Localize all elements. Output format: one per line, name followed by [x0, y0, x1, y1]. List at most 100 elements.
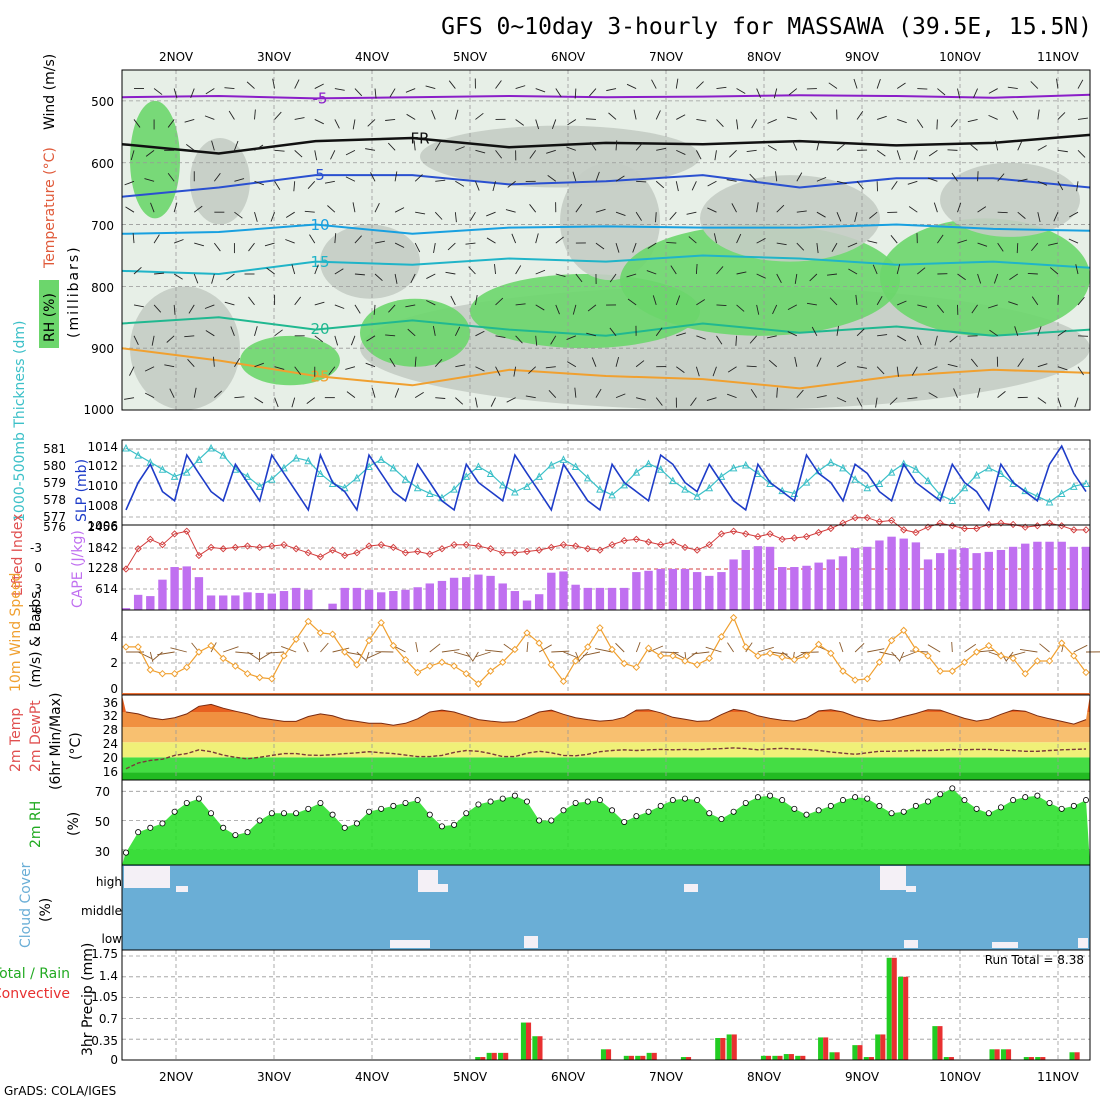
- wind-barb: [636, 180, 647, 183]
- wind-barb: [133, 119, 141, 128]
- wind-barb: [1057, 149, 1068, 153]
- wind-speed-point: [924, 652, 932, 660]
- surface-wind-barb: [578, 651, 589, 662]
- precip-total-bar: [520, 1022, 526, 1060]
- lifted-index-point: [122, 565, 130, 573]
- wind-barb: [394, 171, 398, 182]
- wind-barb: [787, 304, 798, 311]
- wind-barb: [916, 335, 922, 346]
- wind-barb: [486, 211, 496, 217]
- wind-barb: [636, 397, 646, 401]
- lifted-index-point: [547, 543, 555, 552]
- wind-barb: [314, 301, 325, 306]
- wind-tick: 2: [110, 656, 118, 670]
- wind-barb: [575, 273, 583, 283]
- wind-speed-point: [328, 630, 337, 638]
- wind-barb: [450, 295, 456, 306]
- lifted-index-point: [827, 524, 835, 533]
- surface-wind-barb: [441, 649, 460, 653]
- rh2m-point: [657, 802, 664, 809]
- lifted-index-point: [1070, 526, 1078, 534]
- wind-barb: [193, 205, 203, 213]
- precip-tick: 0.35: [91, 1034, 118, 1048]
- date-tick-bottom: 4NOV: [355, 1070, 390, 1084]
- cape-bar: [474, 574, 483, 610]
- rh2m-point: [876, 802, 883, 809]
- wind-barb: [836, 212, 842, 222]
- wind-barb: [586, 332, 597, 337]
- wind-barb: [394, 242, 405, 248]
- wind-barb: [211, 140, 215, 151]
- precip-total-bar: [989, 1049, 995, 1060]
- wind-speed-point: [997, 652, 1005, 660]
- thickness-point: [134, 450, 142, 459]
- panel-2m-rh: 70 50 30 2m RH (%): [28, 779, 1091, 866]
- lifted-index-point: [571, 542, 580, 550]
- surface-wind-barb: [247, 651, 260, 661]
- rh2m-point: [609, 807, 616, 814]
- rh2m-point: [524, 798, 531, 805]
- precip-total-bar: [943, 1057, 949, 1060]
- wind-barb: [486, 237, 496, 244]
- surface-wind-barb: [149, 651, 154, 663]
- isotherm-label: -5: [313, 89, 328, 107]
- wind-barb: [836, 325, 839, 336]
- rh2m-point: [1070, 802, 1077, 809]
- cape-bar: [206, 595, 216, 610]
- cape-bar: [741, 549, 750, 610]
- wind-barb: [374, 240, 385, 244]
- lifted-index-point: [1009, 520, 1017, 529]
- lifted-index-point: [146, 535, 154, 543]
- wind-barb: [475, 330, 485, 337]
- lifted-index-point: [268, 542, 276, 550]
- wind-barb: [407, 328, 416, 337]
- lifted-index-point: [851, 514, 859, 522]
- precip-convective-bar: [526, 1022, 532, 1060]
- wind-speed-point: [754, 652, 762, 660]
- wind-barb: [1007, 86, 1018, 89]
- lifted-index-point: [292, 545, 300, 553]
- wind-barb: [716, 266, 724, 275]
- precip-convective-bar: [720, 1038, 726, 1060]
- wind-barb: [847, 242, 858, 248]
- wind-barb: [194, 242, 204, 247]
- wind-barb: [433, 243, 436, 254]
- rh2m-point: [1046, 799, 1053, 806]
- wind-speed-point: [972, 648, 981, 656]
- date-tick-top: 6NOV: [551, 50, 586, 64]
- precip-total-bar: [498, 1052, 504, 1060]
- precip-total-bar: [875, 1034, 881, 1060]
- wind-barb: [306, 397, 316, 405]
- wind-barb: [145, 150, 155, 157]
- thickness-point: [948, 496, 957, 505]
- wind-barb: [566, 146, 577, 151]
- thickness-point: [863, 483, 872, 492]
- wind-barb: [270, 212, 276, 222]
- cape-bar: [1008, 546, 1018, 610]
- date-tick-top: 8NOV: [747, 50, 782, 64]
- axis-title-rh: RH (%): [42, 293, 58, 342]
- lifted-index-point: [681, 543, 689, 552]
- wind-barb: [167, 119, 175, 128]
- cape-bar: [182, 566, 191, 610]
- wind-barb: [1017, 178, 1028, 182]
- wind-barb: [877, 115, 887, 120]
- rh2m-point: [961, 797, 968, 804]
- wind-barb: [1077, 150, 1086, 158]
- lifted-index-point: [1082, 526, 1090, 534]
- wind-barb: [655, 327, 663, 337]
- wind-barb: [706, 397, 717, 401]
- wind-speed-point: [656, 652, 665, 660]
- lifted-index-point: [328, 546, 337, 554]
- wind-barb: [635, 211, 642, 221]
- wind-barb: [511, 233, 517, 244]
- wind-speed-point: [511, 645, 519, 654]
- wind-barb: [555, 304, 560, 315]
- rh2m-point: [839, 797, 846, 804]
- wind-barb: [788, 88, 798, 96]
- slp-grid: [122, 440, 1090, 525]
- wind-barb: [548, 390, 557, 398]
- rh2m-point: [925, 798, 932, 805]
- rh2m-point: [560, 807, 567, 814]
- lifted-index-point: [863, 514, 871, 522]
